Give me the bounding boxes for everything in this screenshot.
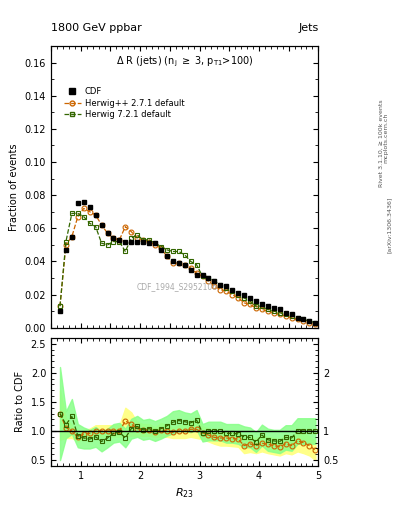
Y-axis label: Ratio to CDF: Ratio to CDF: [15, 371, 25, 433]
Text: mcplots.cern.ch: mcplots.cern.ch: [383, 113, 388, 163]
Text: Rivet 3.1.10, ≥ 100k events: Rivet 3.1.10, ≥ 100k events: [379, 99, 384, 187]
Text: [arXiv:1306.3436]: [arXiv:1306.3436]: [387, 197, 392, 253]
Y-axis label: Fraction of events: Fraction of events: [9, 143, 19, 230]
X-axis label: $R_{23}$: $R_{23}$: [175, 486, 194, 500]
Legend: CDF, Herwig++ 2.7.1 default, Herwig 7.2.1 default: CDF, Herwig++ 2.7.1 default, Herwig 7.2.…: [61, 84, 188, 123]
Text: $\Delta$ R (jets) (n$_\mathsf{j}$ $\geq$ 3, p$_\mathsf{T1}$>100): $\Delta$ R (jets) (n$_\mathsf{j}$ $\geq$…: [116, 55, 253, 69]
Text: CDF_1994_S2952106: CDF_1994_S2952106: [136, 282, 217, 291]
Text: 1800 GeV ppbar: 1800 GeV ppbar: [51, 23, 142, 33]
Text: Jets: Jets: [298, 23, 318, 33]
